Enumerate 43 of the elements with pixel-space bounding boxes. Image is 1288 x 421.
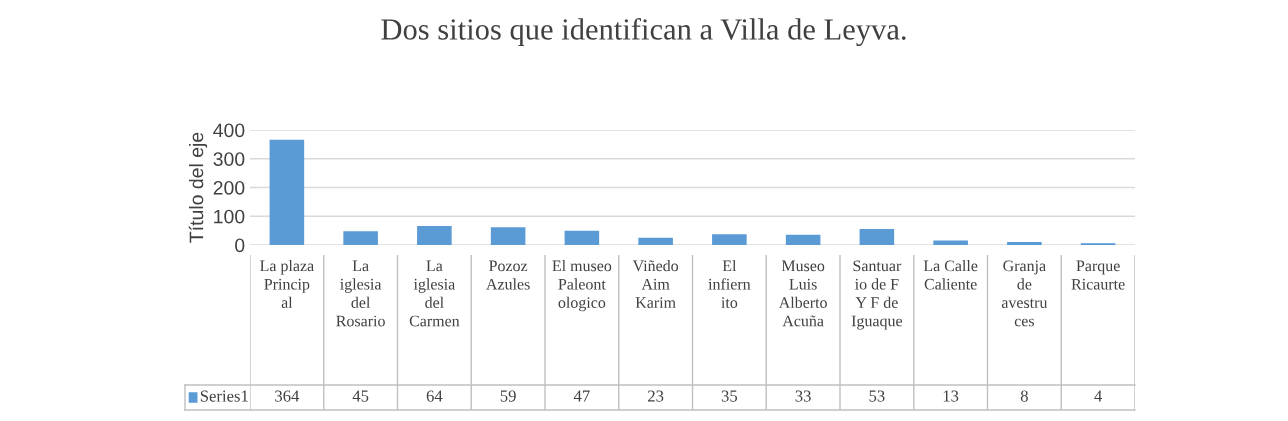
bar: [638, 237, 673, 245]
data-label: 364: [275, 390, 300, 402]
y-tick-label: 200: [213, 180, 245, 195]
data-label: 8: [1020, 390, 1028, 402]
bar: [712, 234, 747, 245]
data-label: 64: [426, 390, 443, 402]
x-tick-label: Viñedo Aim Karim: [632, 260, 679, 308]
data-label: 4: [1094, 390, 1103, 402]
x-tick-label: El infiernito: [708, 260, 751, 308]
bar: [1007, 242, 1042, 245]
x-tick-label: Granja de avestruces: [1001, 260, 1048, 327]
data-label: 33: [795, 390, 811, 402]
bar: [417, 225, 452, 245]
x-tick-label: Parque Ricaurte: [1071, 260, 1125, 290]
y-tick-label: 400: [213, 123, 245, 138]
y-axis-title: Título del eje: [188, 132, 208, 243]
legend-label: Series1: [200, 390, 248, 402]
data-label: 23: [648, 390, 664, 402]
x-tick-label: La plaza Principal: [260, 260, 314, 308]
chart-title: Dos sitios que identifican a Villa de Leyva.: [381, 17, 906, 47]
y-tick-label: 0: [235, 238, 245, 253]
bar: [933, 240, 968, 245]
x-tick-label: La iglesia del Rosario: [336, 260, 385, 327]
y-tick-label: 300: [213, 152, 245, 166]
data-label: 35: [721, 390, 738, 402]
bar: [490, 227, 526, 245]
bar: [343, 231, 378, 245]
data-label: 53: [869, 390, 885, 402]
data-label: 45: [352, 390, 369, 402]
x-tick-label: Pozoz Azules: [486, 260, 530, 290]
bar: [859, 229, 895, 245]
data-label: 13: [943, 390, 959, 402]
data-label: 47: [573, 390, 590, 402]
bar: [785, 234, 821, 245]
x-tick-label: El museo Paleontologico: [552, 260, 612, 312]
bar: [269, 139, 305, 245]
x-tick-label: Santuario de F Y F de Iguaque: [851, 260, 903, 330]
data-label: 59: [500, 390, 516, 402]
y-tick-label: 100: [214, 209, 245, 224]
bar: [564, 230, 600, 245]
x-tick-label: Museo Luis Alberto Acuña: [778, 260, 827, 327]
x-tick-label: La iglesia del Carmen: [409, 260, 460, 327]
x-tick-label: La Calle Caliente: [923, 260, 978, 290]
